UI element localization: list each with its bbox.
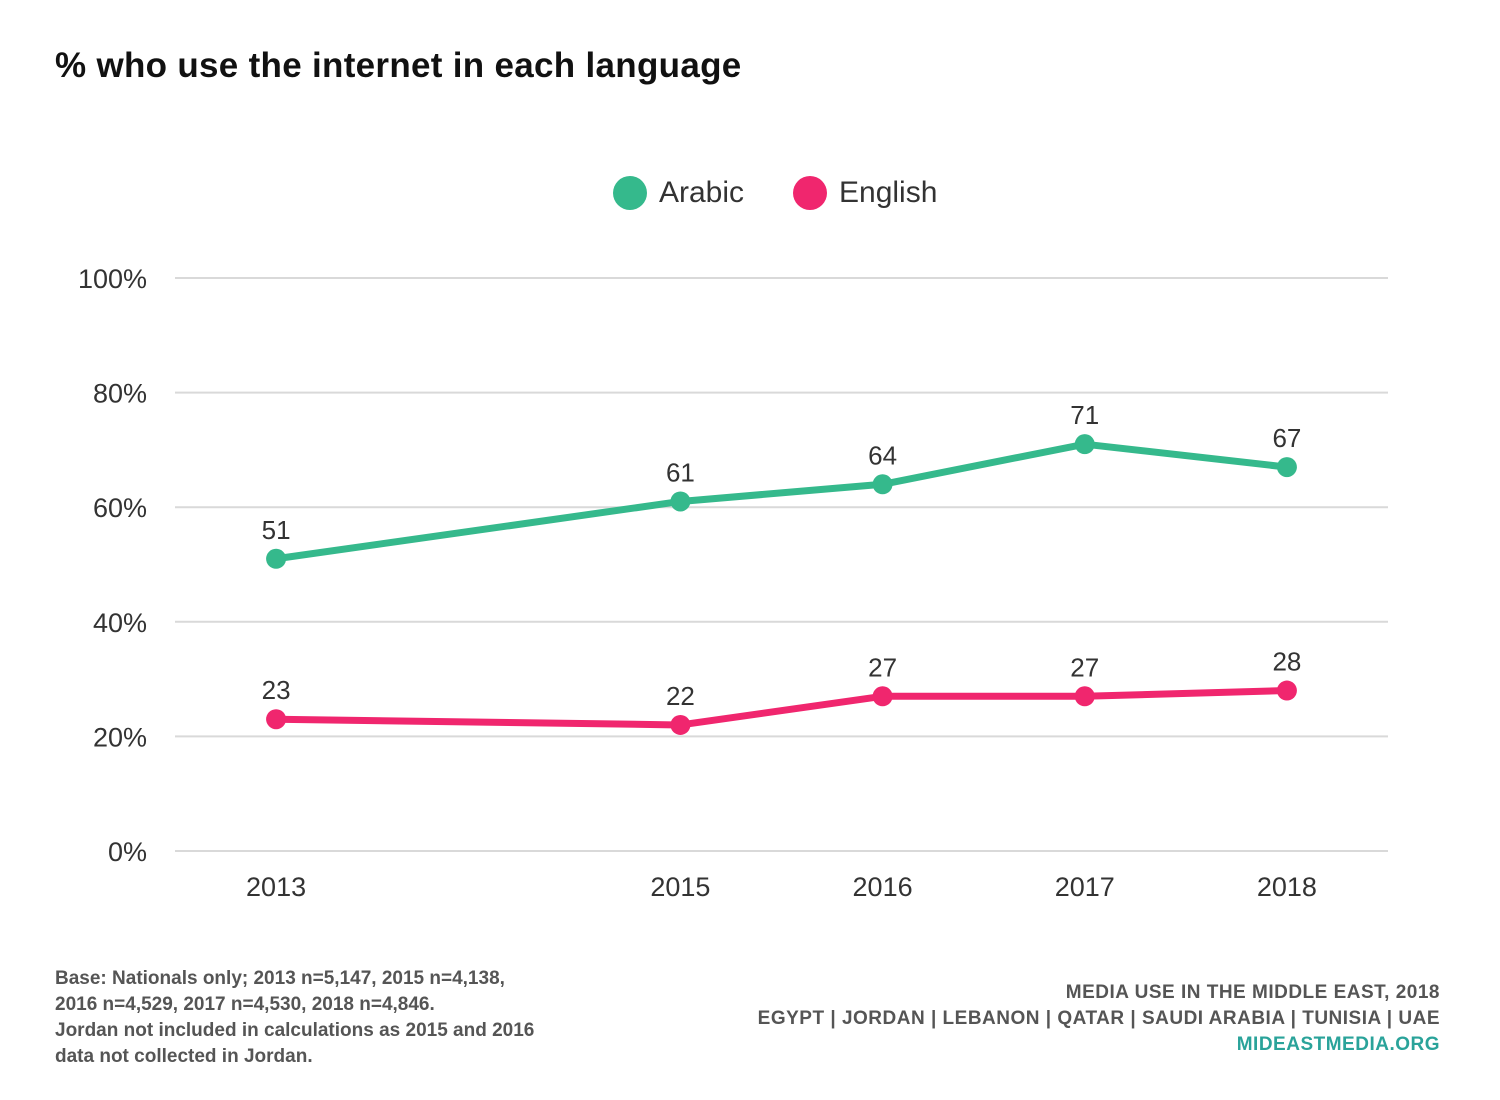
y-tick-label: 100% bbox=[78, 264, 147, 294]
line-chart: 0%20%40%60%80%100% 2013 2015 2016 2017 2018 … bbox=[78, 264, 1388, 902]
footnote-line: Base: Nationals only; 2013 n=5,147, 2015… bbox=[55, 968, 505, 989]
data-label-english: 27 bbox=[868, 652, 897, 682]
series-points bbox=[266, 434, 1297, 735]
data-label-english: 23 bbox=[262, 675, 291, 705]
legend-swatch-arabic bbox=[613, 176, 647, 210]
y-tick-label: 20% bbox=[93, 722, 147, 752]
data-point-english bbox=[1276, 680, 1297, 701]
chart-title: % who use the internet in each language bbox=[55, 46, 742, 85]
data-point-arabic bbox=[1074, 434, 1095, 455]
source-credit: MEDIA USE IN THE MIDDLE EAST, 2018 EGYPT… bbox=[758, 980, 1440, 1058]
data-point-english bbox=[1074, 686, 1095, 707]
data-label-english: 22 bbox=[666, 681, 695, 711]
source-title: MEDIA USE IN THE MIDDLE EAST, 2018 bbox=[1065, 982, 1440, 1003]
data-point-arabic bbox=[266, 548, 287, 569]
y-tick-label: 60% bbox=[93, 493, 147, 523]
legend-item-arabic: Arabic bbox=[613, 170, 744, 216]
data-point-english bbox=[670, 714, 691, 735]
y-tick-label: 80% bbox=[93, 379, 147, 409]
x-tick-label: 2018 bbox=[1257, 872, 1317, 902]
data-point-english bbox=[872, 686, 893, 707]
series-lines bbox=[272, 440, 1291, 729]
y-axis-ticks: 0% 20% 40% 60% 80% 100% bbox=[78, 264, 147, 867]
legend-label-english: English bbox=[839, 176, 938, 209]
x-tick-label: 2016 bbox=[853, 872, 913, 902]
data-labels: 51 61 64 71 67 23 22 27 27 28 bbox=[262, 400, 1302, 711]
source-website-link[interactable]: MIDEASTMEDIA.ORG bbox=[1236, 1034, 1440, 1055]
data-label-english: 27 bbox=[1070, 652, 1099, 682]
legend-label-arabic: Arabic bbox=[659, 176, 745, 209]
data-label-arabic: 64 bbox=[868, 440, 897, 470]
legend: Arabic English bbox=[0, 170, 1500, 216]
series-line-arabic bbox=[272, 440, 1291, 563]
x-axis-ticks: 2013 2015 2016 2017 2018 bbox=[246, 872, 1317, 902]
footnote: Base: Nationals only; 2013 n=5,147, 2015… bbox=[55, 966, 615, 1070]
data-point-arabic bbox=[1276, 457, 1297, 478]
footnote-line: data not collected in Jordan. bbox=[55, 1046, 313, 1067]
data-point-arabic bbox=[670, 491, 691, 512]
data-label-english: 28 bbox=[1272, 647, 1301, 677]
x-tick-label: 2017 bbox=[1055, 872, 1115, 902]
gridlines bbox=[175, 277, 1388, 852]
data-point-english bbox=[266, 709, 287, 730]
x-tick-label: 2015 bbox=[650, 872, 710, 902]
legend-swatch-english bbox=[793, 176, 827, 210]
data-label-arabic: 67 bbox=[1272, 423, 1301, 453]
y-tick-label: 40% bbox=[93, 608, 147, 638]
data-label-arabic: 61 bbox=[666, 457, 695, 487]
footnote-line: Jordan not included in calculations as 2… bbox=[55, 1020, 535, 1041]
x-tick-label: 2013 bbox=[246, 872, 306, 902]
series-line-english bbox=[272, 687, 1291, 729]
source-countries: EGYPT | JORDAN | LEBANON | QATAR | SAUDI… bbox=[757, 1008, 1440, 1029]
data-label-arabic: 51 bbox=[262, 515, 291, 545]
y-tick-label: 0% bbox=[108, 837, 147, 867]
legend-item-english: English bbox=[793, 170, 937, 216]
data-label-arabic: 71 bbox=[1070, 400, 1099, 430]
footnote-line: 2016 n=4,529, 2017 n=4,530, 2018 n=4,846… bbox=[55, 994, 435, 1015]
data-point-arabic bbox=[872, 474, 893, 495]
